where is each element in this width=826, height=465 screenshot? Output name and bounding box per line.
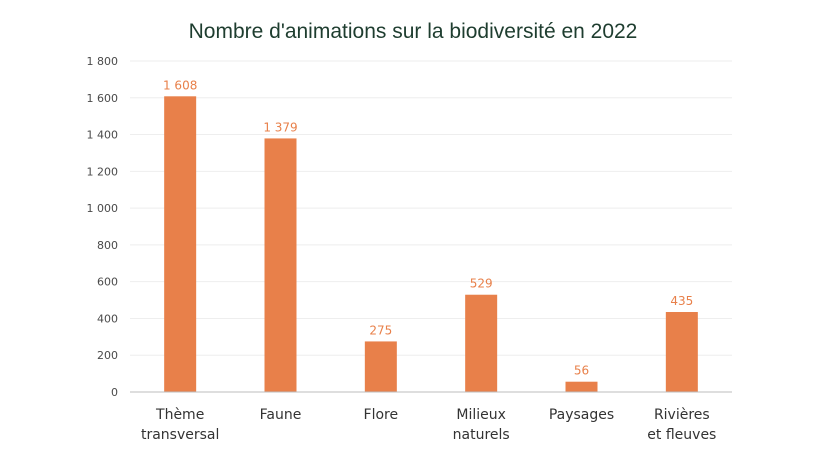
chart-title: Nombre d'animations sur la biodiversité …: [188, 20, 638, 43]
category-label: Thème: [155, 407, 204, 423]
y-tick-label: 600: [97, 276, 118, 289]
category-label: Paysages: [549, 407, 614, 423]
bar: [364, 341, 397, 392]
category-label: et fleuves: [647, 427, 716, 443]
category-label: Faune: [260, 407, 302, 423]
category-label: Milieux: [456, 407, 506, 423]
bars: [164, 96, 698, 392]
gridlines: [130, 60, 732, 356]
data-label: 1 379: [263, 120, 297, 134]
bar: [164, 96, 197, 392]
category-label: Flore: [364, 407, 399, 423]
bar: [465, 294, 498, 392]
data-label: 435: [670, 294, 693, 308]
y-tick-label: 800: [97, 239, 118, 252]
x-axis-categories: Thème transversal Faune Flore Milieux naturel…: [141, 407, 716, 443]
data-label: 275: [369, 323, 392, 337]
data-labels: 1 608 1 379 275 529 56 435: [163, 78, 693, 377]
data-label: 1 608: [163, 78, 197, 92]
category-label: Rivières: [654, 407, 710, 423]
y-tick-label: 1 000: [87, 202, 119, 215]
y-tick-label: 200: [97, 349, 118, 362]
y-tick-label: 1 800: [87, 55, 119, 68]
category-label: naturels: [453, 427, 510, 443]
y-tick-label: 0: [111, 386, 118, 399]
bar: [264, 138, 297, 392]
y-tick-label: 1 600: [87, 92, 119, 105]
bar: [665, 312, 698, 392]
y-tick-label: 1 400: [87, 129, 119, 142]
y-tick-label: 1 200: [87, 165, 119, 178]
y-tick-label: 400: [97, 312, 118, 325]
y-axis-ticks: 0 200 400 600 800 1 000 1 200 1 400 1 600 1 800: [87, 55, 119, 399]
data-label: 56: [574, 364, 589, 378]
bar: [565, 381, 598, 392]
category-label: transversal: [141, 427, 219, 443]
data-label: 529: [470, 277, 493, 291]
